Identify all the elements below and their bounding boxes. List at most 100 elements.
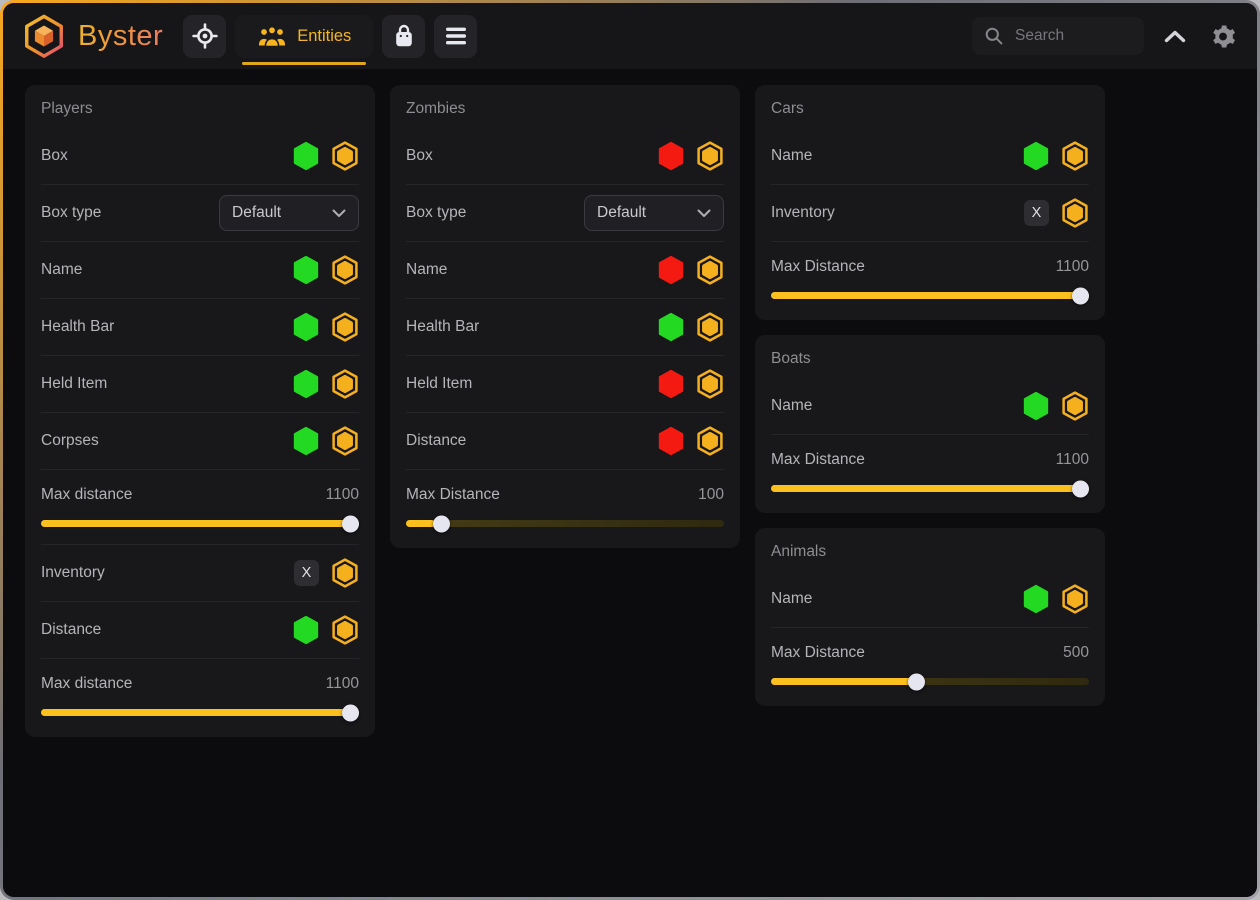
color-picker-icon[interactable] xyxy=(331,614,359,646)
tab-menu[interactable] xyxy=(434,14,478,58)
toggle-hexagon-on[interactable] xyxy=(293,141,319,171)
color-picker-icon[interactable] xyxy=(331,368,359,400)
byster-logo-icon xyxy=(25,14,63,58)
color-picker-icon[interactable] xyxy=(696,311,724,343)
brand: Byster xyxy=(21,13,163,59)
crosshair-icon xyxy=(191,23,218,49)
slider-row: Max distance 1100 xyxy=(41,658,359,733)
panel-title: Animals xyxy=(771,543,827,560)
row-label: Distance xyxy=(41,621,102,638)
color-picker-icon[interactable] xyxy=(331,557,359,589)
header-right xyxy=(972,17,1239,55)
slider-track[interactable] xyxy=(771,673,1089,690)
column-right: Cars Name Inventory X Max Distance 1100 Boats N… xyxy=(755,85,1105,706)
row-box-type: Box type Default xyxy=(41,184,359,241)
panel-cars: Cars Name Inventory X Max Distance 1100 xyxy=(755,85,1105,320)
slider-thumb[interactable] xyxy=(342,515,359,532)
color-picker-icon[interactable] xyxy=(1061,390,1089,422)
slider-label: Max distance xyxy=(41,486,133,503)
panel-title: Boats xyxy=(771,350,811,367)
tab-items[interactable] xyxy=(382,14,426,58)
panel-animals: Animals Name Max Distance 500 xyxy=(755,528,1105,706)
box-type-dropdown[interactable]: Default xyxy=(219,195,359,231)
app-header: Byster xyxy=(3,3,1257,69)
slider-track[interactable] xyxy=(771,287,1089,304)
color-picker-icon[interactable] xyxy=(331,140,359,172)
toggle-hexagon-on[interactable] xyxy=(1023,584,1049,614)
slider-value: 1100 xyxy=(325,486,359,503)
tab-aim[interactable] xyxy=(183,14,227,58)
row-name: Name xyxy=(406,241,724,298)
toggle-hexagon-on[interactable] xyxy=(293,369,319,399)
color-picker-icon[interactable] xyxy=(1061,140,1089,172)
slider-value: 500 xyxy=(1063,644,1089,661)
collapse-button[interactable] xyxy=(1160,26,1190,47)
active-tab-underline xyxy=(242,61,367,65)
slider-thumb[interactable] xyxy=(1072,480,1089,497)
slider-fill xyxy=(406,520,435,527)
slider-track[interactable] xyxy=(41,515,359,532)
panels-area: Players Box Box type Default Name Health Bar H… xyxy=(3,69,1257,897)
slider-thumb[interactable] xyxy=(342,704,359,721)
toggle-hexagon-off[interactable] xyxy=(658,141,684,171)
color-picker-icon[interactable] xyxy=(1061,197,1089,229)
slider-thumb[interactable] xyxy=(1072,287,1089,304)
row-label: Box xyxy=(406,146,433,164)
color-picker-icon[interactable] xyxy=(696,140,724,172)
slider-value: 1100 xyxy=(1055,451,1089,468)
slider-fill xyxy=(771,678,916,685)
color-picker-icon[interactable] xyxy=(331,254,359,286)
toggle-hexagon-on[interactable] xyxy=(1023,141,1049,171)
row-label: Health Bar xyxy=(41,318,115,335)
row-box: Box xyxy=(406,127,724,184)
tab-entities-label: Entities xyxy=(297,26,352,45)
search-input[interactable] xyxy=(1013,26,1132,46)
row-distance: Distance xyxy=(41,601,359,658)
slider-row: Max Distance 500 xyxy=(771,627,1089,702)
row-inventory: Inventory X xyxy=(771,184,1089,241)
toggle-hexagon-on[interactable] xyxy=(293,255,319,285)
toggle-hexagon-on[interactable] xyxy=(1023,391,1049,421)
app-window: Byster xyxy=(3,3,1257,897)
column-middle: Zombies Box Box type Default Name Health Bar H… xyxy=(390,85,740,548)
slider-label: Max Distance xyxy=(771,644,865,661)
toggle-hexagon-off[interactable] xyxy=(658,255,684,285)
slider-thumb[interactable] xyxy=(433,515,451,532)
slider-label: Max Distance xyxy=(771,258,865,275)
toggle-hexagon-off[interactable] xyxy=(658,369,684,399)
row-corpses: Corpses xyxy=(41,412,359,469)
color-picker-icon[interactable] xyxy=(696,425,724,457)
chevron-down-icon xyxy=(332,209,346,218)
slider-track[interactable] xyxy=(406,515,724,532)
color-picker-icon[interactable] xyxy=(696,254,724,286)
panel-zombies: Zombies Box Box type Default Name Health Bar H… xyxy=(390,85,740,548)
tab-entities[interactable]: Entities xyxy=(235,14,374,65)
settings-button[interactable] xyxy=(1206,20,1239,53)
search-box[interactable] xyxy=(972,17,1144,55)
color-picker-icon[interactable] xyxy=(331,311,359,343)
color-picker-icon[interactable] xyxy=(1061,583,1089,615)
tab-bar: Entities xyxy=(183,14,478,65)
keybind-badge[interactable]: X xyxy=(1024,200,1049,226)
row-name: Name xyxy=(771,377,1089,434)
keybind-badge[interactable]: X xyxy=(294,560,319,586)
slider-thumb[interactable] xyxy=(907,673,925,690)
search-icon xyxy=(985,27,1003,45)
row-label: Inventory xyxy=(41,564,105,581)
slider-label: Max Distance xyxy=(771,451,865,468)
slider-row: Max Distance 1100 xyxy=(771,434,1089,509)
color-picker-icon[interactable] xyxy=(331,425,359,457)
row-label: Box xyxy=(41,146,68,164)
toggle-hexagon-on[interactable] xyxy=(658,312,684,342)
toggle-hexagon-off[interactable] xyxy=(658,426,684,456)
row-label: Name xyxy=(771,589,813,607)
box-type-dropdown[interactable]: Default xyxy=(584,195,724,231)
toggle-hexagon-on[interactable] xyxy=(293,426,319,456)
slider-track[interactable] xyxy=(771,480,1089,497)
color-picker-icon[interactable] xyxy=(696,368,724,400)
row-name: Name xyxy=(771,570,1089,627)
toggle-hexagon-on[interactable] xyxy=(293,615,319,645)
row-label: Health Bar xyxy=(406,318,480,335)
toggle-hexagon-on[interactable] xyxy=(293,312,319,342)
slider-track[interactable] xyxy=(41,704,359,721)
